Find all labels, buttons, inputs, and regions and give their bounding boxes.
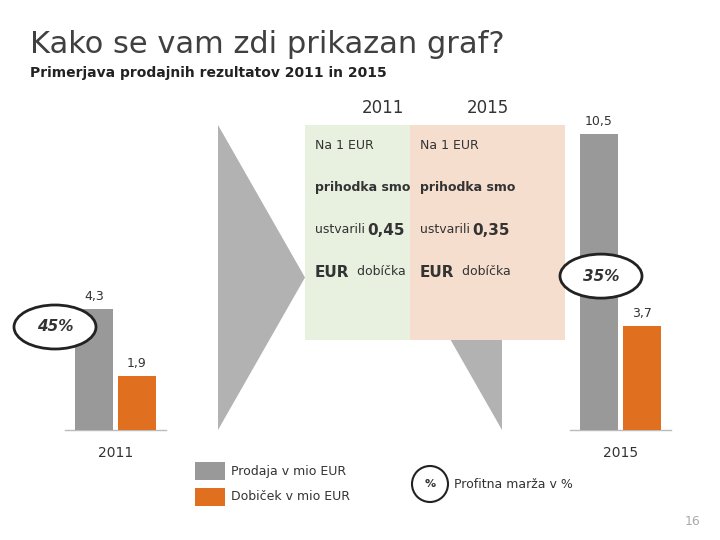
- Text: 0,35: 0,35: [472, 223, 510, 238]
- Bar: [195, 462, 225, 480]
- Ellipse shape: [14, 305, 96, 349]
- Text: 35%: 35%: [582, 268, 619, 284]
- Bar: [623, 326, 661, 430]
- FancyBboxPatch shape: [305, 125, 460, 340]
- Bar: [118, 376, 156, 430]
- Circle shape: [412, 466, 448, 502]
- Polygon shape: [218, 125, 305, 430]
- FancyBboxPatch shape: [410, 125, 565, 340]
- Text: 2011: 2011: [98, 446, 133, 460]
- Text: ustvarili: ustvarili: [315, 223, 369, 236]
- Text: Primerjava prodajnih rezultatov 2011 in 2015: Primerjava prodajnih rezultatov 2011 in …: [30, 66, 387, 80]
- Text: Prodaja v mio EUR: Prodaja v mio EUR: [231, 464, 346, 477]
- Text: 4,3: 4,3: [84, 290, 104, 303]
- Text: Profitna marža v %: Profitna marža v %: [454, 477, 573, 490]
- Bar: [580, 134, 618, 430]
- Text: Dobiček v mio EUR: Dobiček v mio EUR: [231, 490, 350, 503]
- Text: EUR: EUR: [420, 265, 454, 280]
- Text: 2015: 2015: [467, 99, 508, 117]
- Text: prihodka smo: prihodka smo: [420, 181, 516, 194]
- Text: 2011: 2011: [361, 99, 404, 117]
- Text: EUR: EUR: [315, 265, 349, 280]
- Bar: [75, 309, 113, 430]
- Text: dobíčka: dobíčka: [353, 265, 406, 278]
- Text: 16: 16: [684, 515, 700, 528]
- Text: %: %: [424, 479, 436, 489]
- Text: 10,5: 10,5: [585, 115, 613, 128]
- Text: ustvarili: ustvarili: [420, 223, 474, 236]
- Text: Na 1 EUR: Na 1 EUR: [420, 139, 479, 152]
- Text: 3,7: 3,7: [632, 307, 652, 320]
- Text: Kako se vam zdi prikazan graf?: Kako se vam zdi prikazan graf?: [30, 30, 505, 59]
- Text: 2015: 2015: [603, 446, 638, 460]
- Text: dobíčka: dobíčka: [458, 265, 510, 278]
- Text: 1,9: 1,9: [127, 357, 147, 370]
- Bar: [195, 488, 225, 506]
- Ellipse shape: [560, 254, 642, 298]
- Text: 0,45: 0,45: [367, 223, 405, 238]
- Polygon shape: [415, 125, 502, 430]
- Text: prihodka smo: prihodka smo: [315, 181, 410, 194]
- Text: 45%: 45%: [37, 320, 73, 334]
- Text: Na 1 EUR: Na 1 EUR: [315, 139, 374, 152]
